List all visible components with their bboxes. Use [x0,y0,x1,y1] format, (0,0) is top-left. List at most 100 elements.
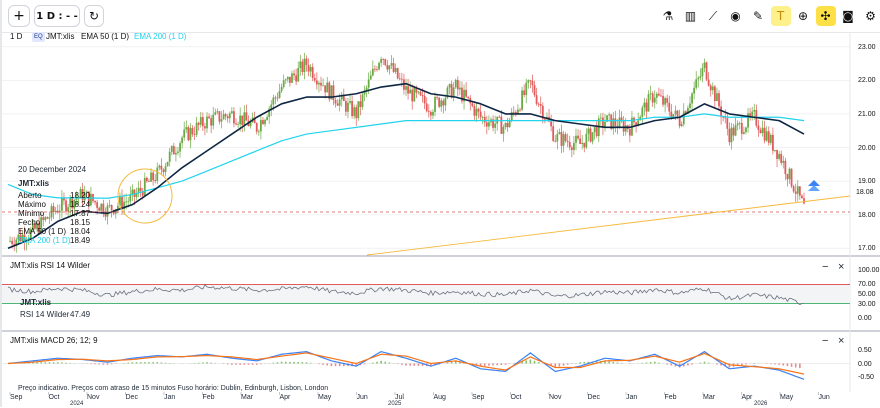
macd-histogram-bar [389,362,391,363]
candle-down [105,214,107,217]
candle-down [436,97,438,98]
candle-down [577,136,579,139]
candle-down [376,69,378,70]
candle-down [724,118,726,119]
candle-up [774,150,776,151]
candle-up [683,111,685,124]
candle-down [710,86,712,91]
candle-up [409,90,411,94]
macd-histogram-bar [235,364,237,365]
ema50-line [8,84,804,249]
candle-up [167,162,169,166]
macd-histogram-bar [252,364,254,365]
candle-down [532,81,534,85]
macd-histogram-bar [384,362,386,364]
candle-up [592,132,594,141]
candle-up [144,178,146,196]
macd-histogram-bar [691,364,693,365]
candle-up [737,123,739,125]
candle-down [757,126,759,130]
macd-histogram-bar [418,364,420,366]
candle-up [49,217,51,218]
candle-down [225,114,227,116]
rsi-close-button[interactable]: × [838,262,844,272]
candle-down [320,83,322,86]
candle-up [389,66,391,70]
candle-down [351,101,353,116]
macd-histogram-bar [111,364,113,365]
rsi-band [2,284,850,303]
macd-histogram-bar [658,363,660,364]
ema200-line [8,114,804,198]
candle-up [353,107,355,116]
macd-histogram-bar [505,364,507,365]
candle-down [46,217,48,218]
macd-histogram-bar [364,364,366,365]
tooltip-row-label: EMA 200 (1 D) [18,236,70,246]
candle-up [525,83,527,95]
candle-down [98,208,100,211]
macd-histogram-bar [165,363,167,364]
candle-down [540,104,542,106]
macd-histogram-bar [642,363,644,364]
macd-histogram-bar [612,362,614,364]
macd-histogram-bar [708,363,710,364]
macd-histogram-bar [409,364,411,366]
trendline [367,196,850,255]
candle-up [322,85,324,86]
candle-down [173,146,175,154]
candle-up [444,98,446,106]
candle-up [695,79,697,88]
candle-up [527,80,529,82]
macd-histogram-bar [260,364,262,365]
candle-up [179,143,181,151]
macd-histogram-bar [49,362,51,363]
candle-down [53,206,55,212]
rsi-axis-label: 100.00 [858,266,880,275]
macd-minimize-button[interactable]: − [822,336,828,346]
candle-down [163,170,165,172]
candle-up [239,116,241,125]
candle-up [150,173,152,182]
candle-down [457,80,459,89]
month-label: Apr [742,393,753,403]
macd-histogram-bar [525,360,527,363]
candle-up [782,161,784,163]
last-price-tag: 18.08 [854,188,876,198]
candle-up [689,103,691,107]
rsi-axis-label: 30.00 [858,300,880,309]
candle-down [301,62,303,72]
candle-down [660,96,662,97]
macd-histogram-bar [57,362,59,363]
candle-up [650,93,652,94]
candle-down [652,93,654,102]
candle-up [109,205,111,206]
macd-histogram-bar [770,364,772,365]
macd-axis-label: 0.00 [858,360,880,369]
candle-down [474,106,476,116]
candle-down [523,90,525,95]
candle-up [270,104,272,108]
candle-up [432,112,434,116]
rsi-minimize-button[interactable]: − [822,262,828,272]
candle-down [741,123,743,134]
rsi-axis-label: 50.00 [858,290,880,299]
month-label: Aug [434,393,446,403]
candle-down [561,132,563,146]
candle-down [94,201,96,202]
macd-histogram-bar [210,363,212,364]
candle-up [418,92,420,93]
candle-up [625,125,627,131]
macd-histogram-bar [413,364,415,366]
candle-down [386,65,388,69]
candle-down [484,117,486,122]
candle-up [588,129,590,134]
candle-up [214,112,216,114]
candle-up [117,206,119,209]
candle-up [304,59,306,72]
candle-down [227,116,229,118]
candle-down [152,173,154,181]
rsi-axis-label: 0.00 [858,314,880,323]
macd-close-button[interactable]: × [838,336,844,346]
